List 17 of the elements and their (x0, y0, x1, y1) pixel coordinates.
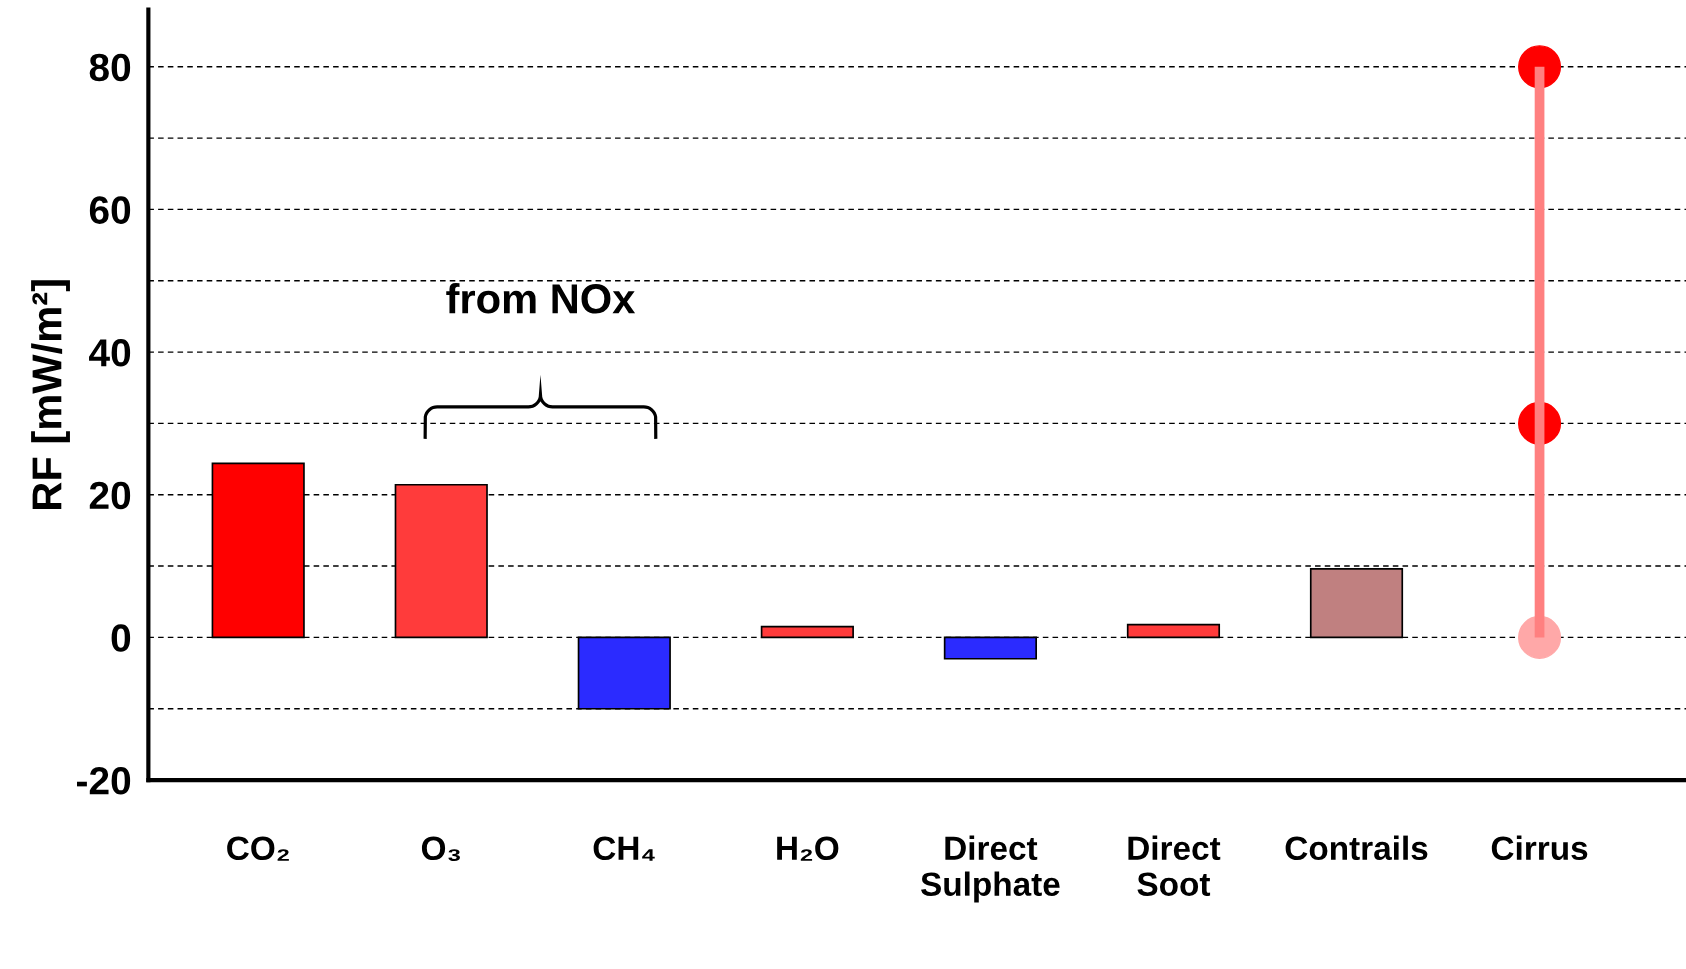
annotation: from NOx (446, 283, 636, 314)
x-tick-label: Cirrus (1491, 835, 1588, 861)
y-tick-label: 20 (89, 481, 131, 510)
y-tick-label: 60 (89, 196, 131, 224)
x-tick-label: CH₄ (593, 836, 655, 861)
x-tick-label: O₃ (421, 836, 460, 861)
y-tick-label: 80 (89, 53, 131, 82)
x-tick-label: Contrails (1285, 835, 1428, 861)
y-tick-label: 0 (111, 624, 131, 652)
y-tick-label: -20 (77, 766, 131, 795)
y-axis-title: RF [mW/m²] (31, 280, 70, 509)
x-tick-label: CO₂ (227, 836, 289, 861)
bar (760, 625, 854, 639)
x-tick-label: H₂O (777, 836, 839, 861)
y-tick-label: 40 (89, 339, 131, 367)
x-tick-label: Direct Soot (1128, 835, 1221, 896)
x-tick-label: Direct Sulphate (920, 835, 1060, 903)
